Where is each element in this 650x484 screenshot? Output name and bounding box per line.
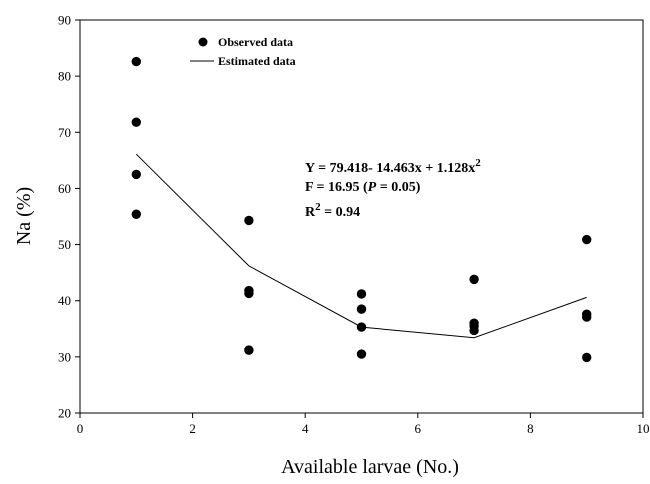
legend-label-observed: Observed data	[218, 35, 293, 49]
observed-data-point	[356, 304, 367, 314]
ticks-layer: 0 2 4 6 8 10 20 30 40 50 60 70 80 90	[58, 13, 650, 437]
observed-data-point	[244, 215, 254, 226]
x-tick-label: 6	[415, 421, 422, 436]
f-p-italic: P	[368, 180, 377, 195]
legend-label-estimated: Estimated data	[218, 54, 296, 68]
f-prefix: F = 16.95 (	[305, 180, 368, 195]
y-axis-title: Na (%)	[13, 187, 35, 245]
x-tick-label: 4	[302, 421, 309, 436]
r2-main: R	[305, 205, 316, 220]
regression-annotation: Y = 79.418- 14.463x + 1.128x2 F = 16.95 …	[305, 157, 481, 220]
y-tick-label: 70	[58, 125, 71, 140]
observed-data-point	[131, 169, 141, 180]
y-tick-label: 50	[58, 237, 71, 252]
observed-data-point	[356, 322, 367, 332]
f-statistic-text: F = 16.95 (P = 0.05)	[305, 180, 421, 195]
observed-data-point	[469, 325, 479, 336]
observed-data-point	[244, 345, 254, 355]
observed-data-point	[131, 56, 141, 67]
legend: Observed data Estimated data	[190, 35, 296, 68]
observed-data-point	[582, 312, 592, 322]
f-suffix: = 0.05)	[376, 180, 420, 195]
x-axis-title: Available larvae (No.)	[281, 456, 459, 478]
observed-data-point	[356, 289, 367, 299]
x-tick-label: 0	[77, 421, 84, 436]
r2-superscript: 2	[315, 201, 321, 213]
equation-main: Y = 79.418- 14.463x + 1.128x	[305, 161, 475, 176]
y-tick-label: 80	[58, 69, 71, 84]
y-tick-label: 90	[58, 13, 71, 28]
observed-data-point	[582, 352, 592, 363]
y-tick-label: 40	[58, 293, 71, 308]
observed-data-point	[131, 117, 141, 127]
x-tick-label: 8	[527, 421, 534, 436]
equation-text: Y = 79.418- 14.463x + 1.128x2	[305, 157, 481, 176]
r-squared-text: R2 = 0.94	[305, 201, 360, 220]
observed-data-point	[582, 234, 592, 245]
observed-data-point	[356, 349, 367, 359]
y-tick-label: 60	[58, 181, 71, 196]
equation-superscript: 2	[475, 157, 481, 169]
points-layer	[131, 56, 592, 363]
observed-data-point	[131, 209, 141, 219]
y-tick-label: 30	[58, 349, 71, 364]
observed-data-point	[244, 288, 254, 299]
y-tick-label: 20	[58, 406, 71, 421]
x-tick-label: 2	[189, 421, 196, 436]
plot-frame	[79, 19, 644, 414]
legend-marker-observed	[198, 37, 208, 47]
observed-data-point	[469, 274, 479, 285]
x-tick-label: 10	[637, 421, 650, 436]
r2-suffix: = 0.94	[321, 205, 360, 220]
